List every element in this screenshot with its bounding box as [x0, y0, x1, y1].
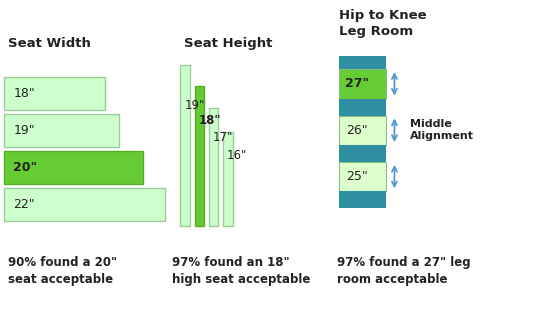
Text: 16": 16": [227, 149, 247, 162]
Text: 19": 19": [13, 124, 35, 137]
Text: 26": 26": [346, 124, 367, 137]
Text: 97% found an 18"
high seat acceptable: 97% found an 18" high seat acceptable: [172, 256, 310, 286]
Text: 22": 22": [13, 198, 35, 211]
Bar: [4, 151, 143, 184]
Bar: [4, 77, 105, 110]
Bar: [339, 162, 386, 191]
Text: Hip to Knee
Leg Room: Hip to Knee Leg Room: [339, 9, 427, 38]
Text: 18": 18": [198, 114, 221, 127]
Bar: [181, 65, 190, 226]
Text: 97% found a 27" leg
room acceptable: 97% found a 27" leg room acceptable: [337, 256, 470, 286]
Bar: [339, 99, 386, 116]
Bar: [339, 145, 386, 162]
Text: Seat Width: Seat Width: [8, 37, 90, 50]
Bar: [4, 114, 119, 147]
Text: 27": 27": [345, 77, 369, 91]
Bar: [209, 108, 218, 226]
Bar: [339, 56, 386, 69]
Bar: [339, 69, 386, 99]
Bar: [4, 188, 165, 221]
Bar: [223, 132, 233, 226]
Text: Seat Height: Seat Height: [184, 37, 273, 50]
Text: 17": 17": [213, 131, 233, 144]
Bar: [339, 116, 386, 145]
Text: 19": 19": [184, 99, 204, 112]
Bar: [194, 86, 204, 226]
Text: 90% found a 20"
seat acceptable: 90% found a 20" seat acceptable: [8, 256, 117, 286]
Bar: [339, 191, 386, 208]
Text: 20": 20": [13, 161, 37, 174]
Text: 25": 25": [346, 170, 368, 183]
Text: 18": 18": [13, 87, 35, 100]
Text: Middle
Alignment: Middle Alignment: [410, 119, 474, 142]
